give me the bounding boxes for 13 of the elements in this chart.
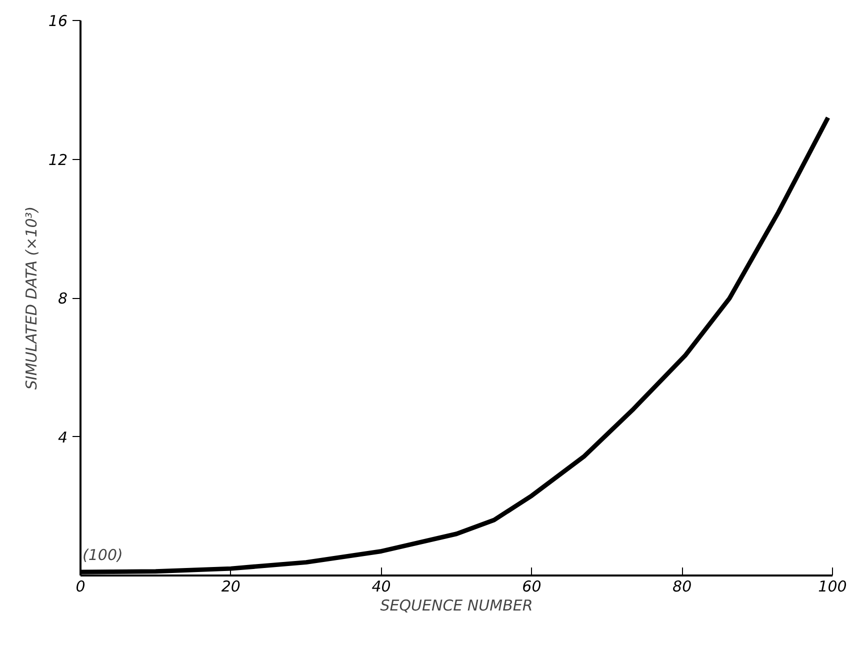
y-tick-label: 8: [58, 290, 68, 308]
y-axis-title: SIMULATED DATA (×10³): [22, 206, 40, 390]
y-tick-label: 16: [48, 12, 68, 30]
x-tick-label: 80: [672, 578, 692, 596]
x-axis-title: SEQUENCE NUMBER: [380, 596, 533, 614]
annotation: (100): [82, 546, 123, 564]
y-tick-label: 4: [58, 428, 68, 446]
x-tick-label: 40: [372, 578, 391, 596]
x-tick-label: 60: [522, 578, 542, 596]
x-tick-label: 0: [76, 578, 86, 596]
y-tick-label: 12: [48, 150, 68, 169]
x-tick-label: 20: [221, 578, 240, 596]
x-tick-label: 100: [818, 578, 847, 596]
